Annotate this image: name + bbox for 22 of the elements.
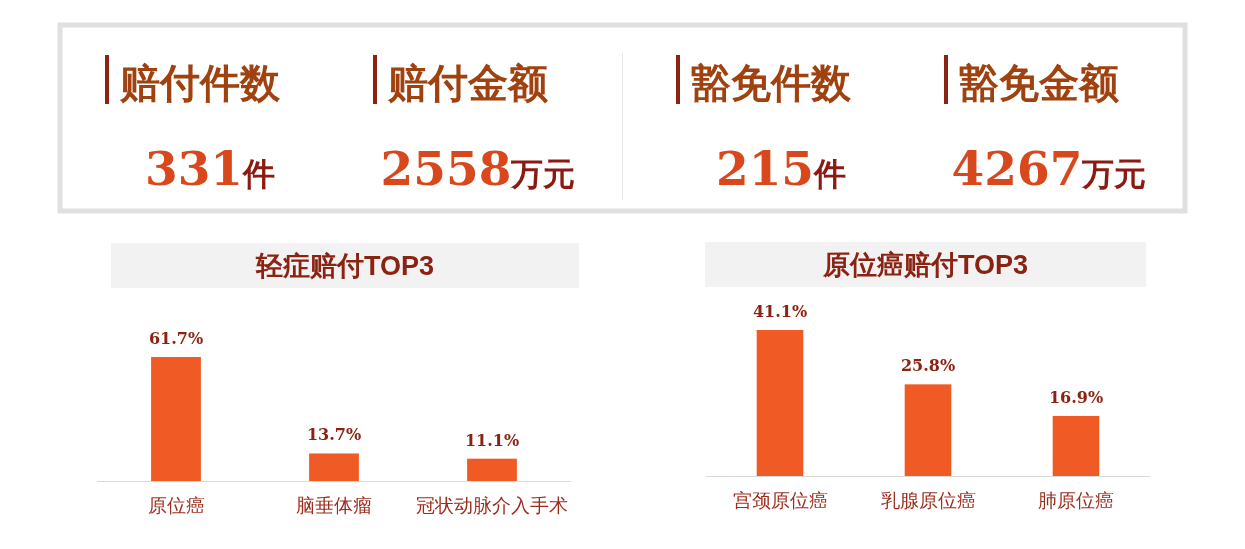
text: 赔付金额 [387,61,548,105]
x-tick-label: 乳腺原位癌 [880,490,976,511]
text: 331件 [144,141,276,196]
text: 215件 [715,141,847,196]
x-tick-label: 原位癌 [147,495,205,516]
text: 赔付件数 [119,61,281,105]
x-tick-label: 冠状动脉介入手术 [416,495,568,516]
text: 豁免金额 [959,61,1119,105]
text: 4267万元 [951,141,1147,196]
x-tick-label: 宫颈原位癌 [732,490,828,511]
data-label: 16.9% [1048,387,1104,407]
data-label: 61.7% [148,329,204,348]
data-label: 25.8% [900,356,956,376]
data-label: 41.1% [752,302,808,321]
chart-title: 原位癌赔付TOP3 [821,250,1029,280]
x-tick-label: 脑垂体瘤 [296,495,372,516]
data-label: 11.1% [464,430,520,450]
text: 2558万元 [380,141,576,196]
data-label: 13.7% [306,425,362,445]
x-tick-label: 肺原位癌 [1038,490,1114,511]
chart-title: 轻症赔付TOP3 [254,251,435,281]
text: 豁免件数 [691,61,852,105]
